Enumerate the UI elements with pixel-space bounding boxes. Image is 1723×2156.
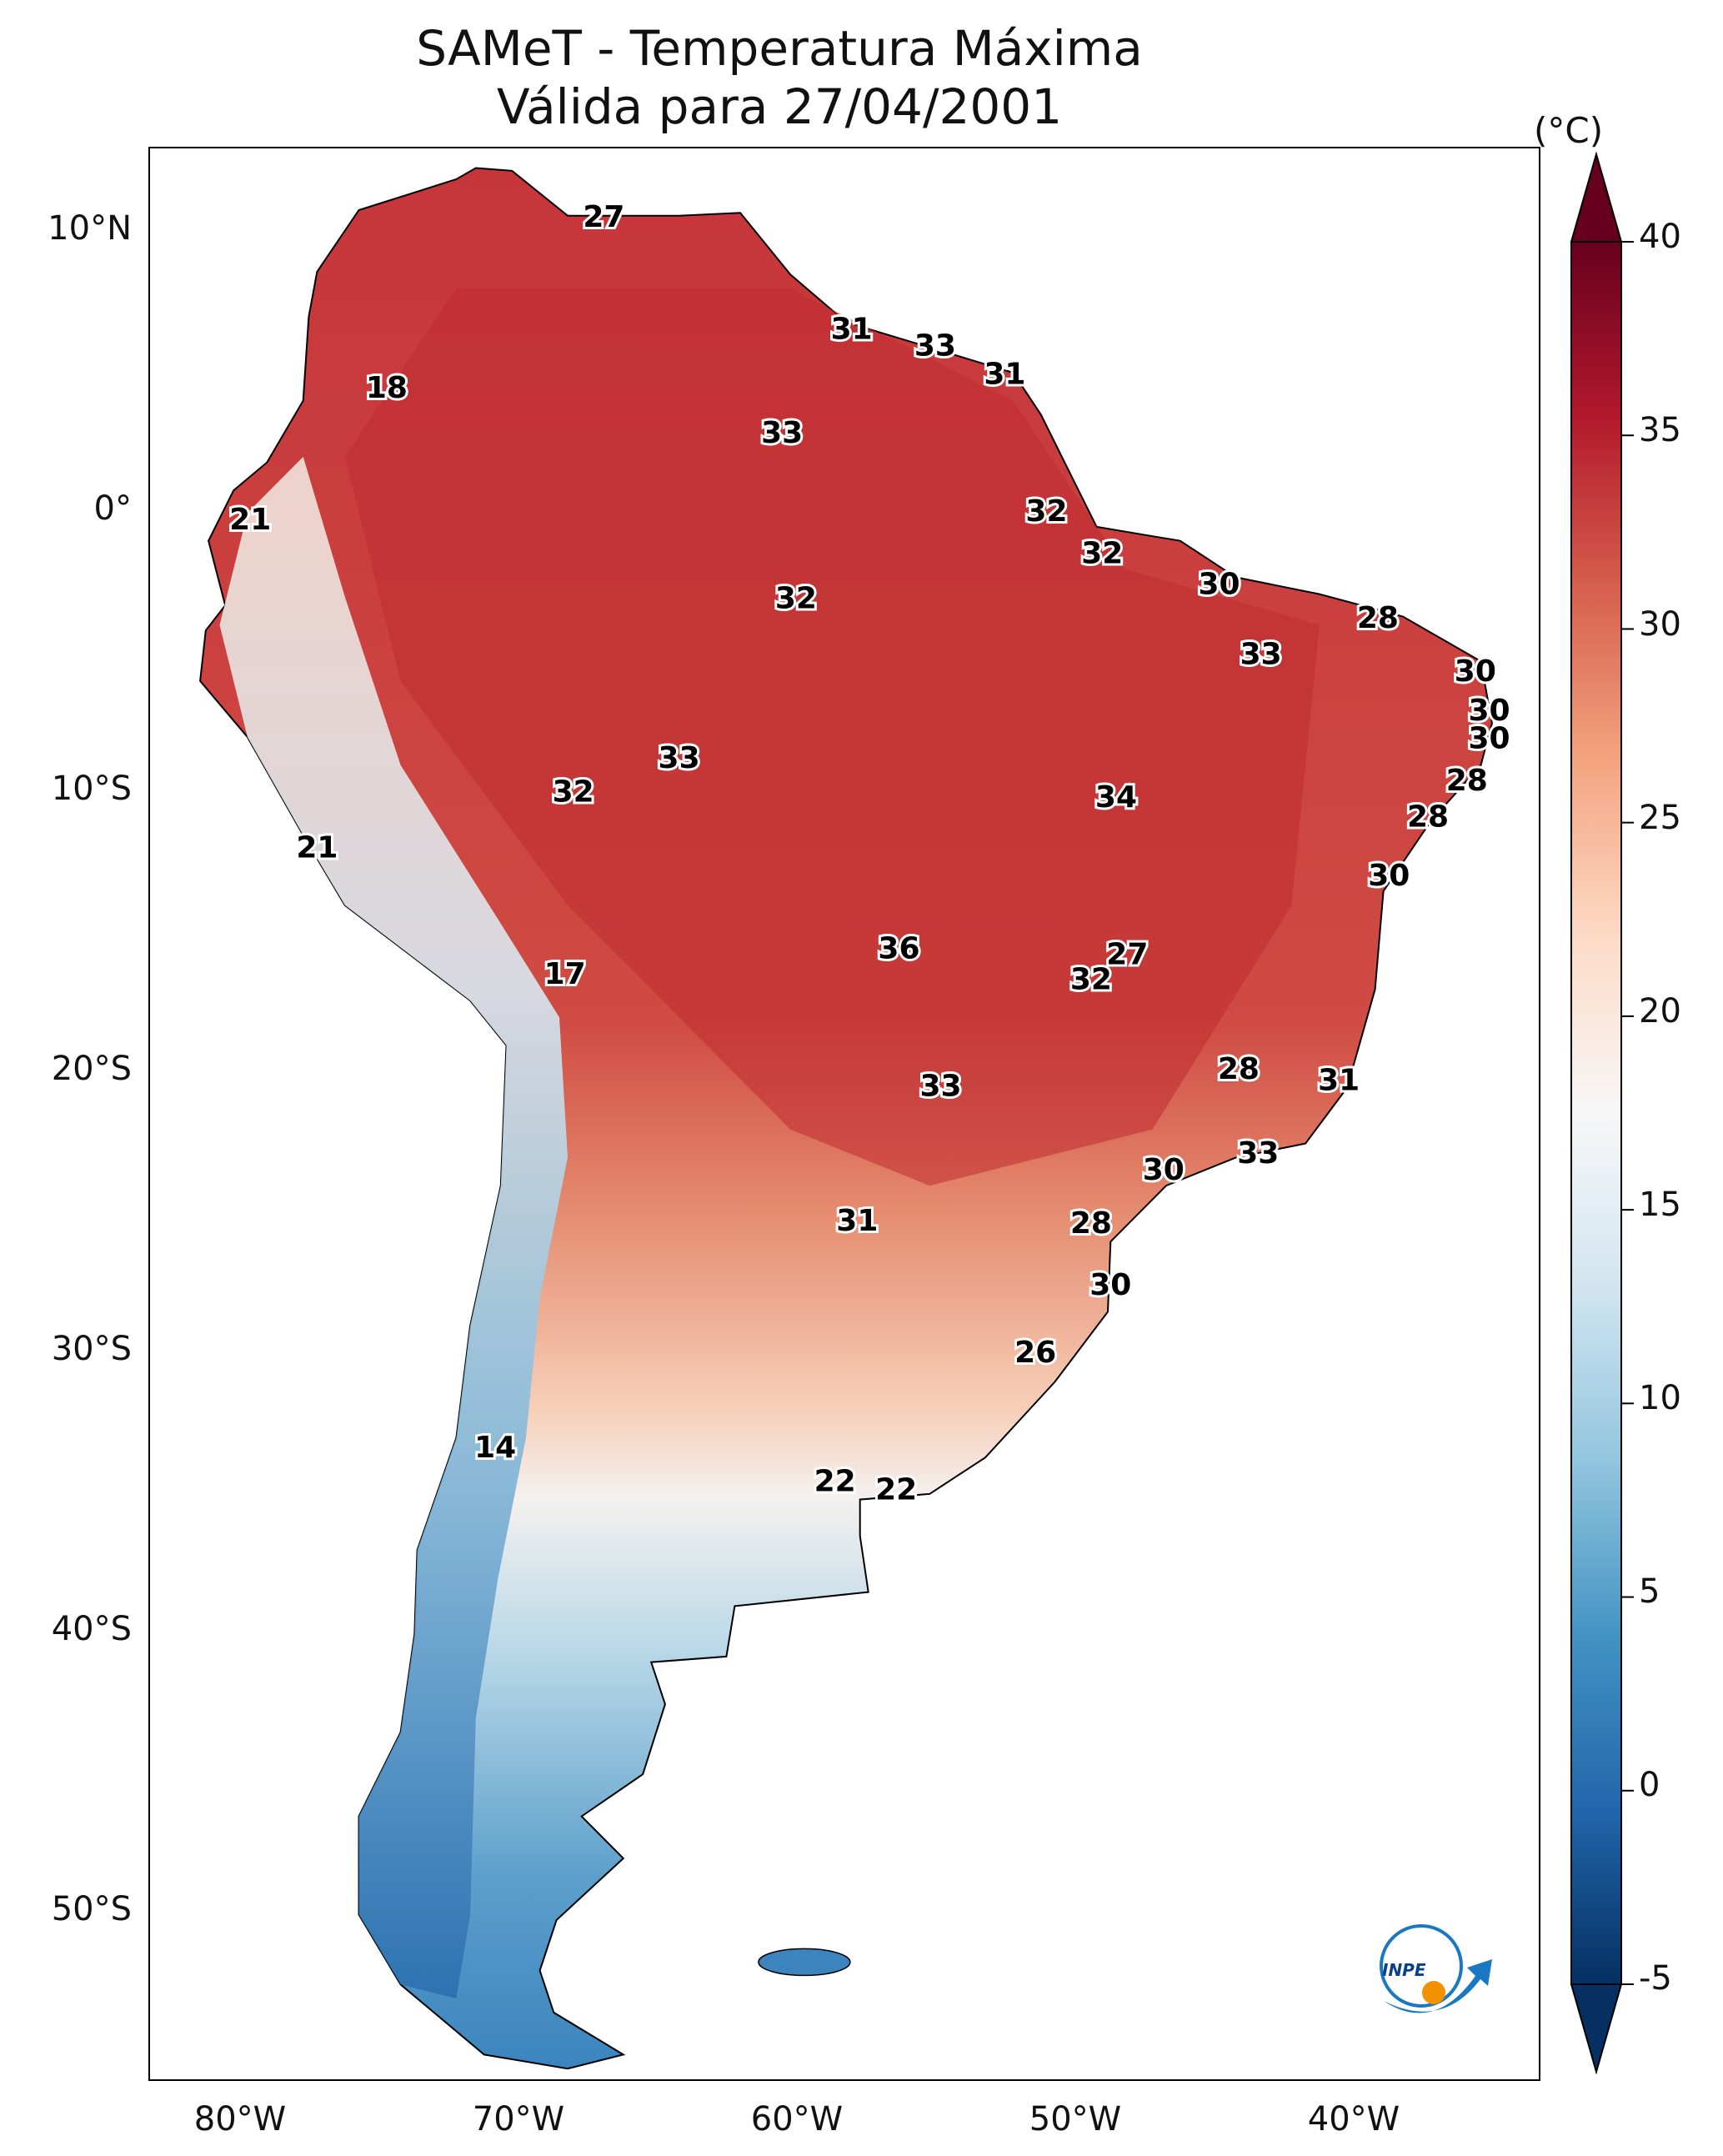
station-value-label: 28	[1070, 1206, 1112, 1241]
lat-tick-0: 0°	[93, 489, 132, 528]
colorbar-tick-5: 5	[1639, 1572, 1660, 1611]
colorbar-tick-minus5: -5	[1639, 1959, 1672, 1998]
station-value-label: 28	[1407, 800, 1449, 835]
colorbar-tick-30: 30	[1639, 605, 1681, 644]
land-shape	[199, 167, 1493, 2070]
station-value-label: 33	[1240, 638, 1282, 672]
station-value-label: 30	[1468, 694, 1510, 728]
colorbar-tick-25: 25	[1639, 799, 1681, 837]
station-value-label: 27	[583, 200, 624, 234]
station-value-label: 30	[1368, 859, 1410, 893]
colorbar-tick-35: 35	[1639, 411, 1681, 449]
station-value-label: 30	[1143, 1153, 1185, 1187]
inpe-logo: INPE	[1380, 1924, 1492, 2013]
station-value-label: 17	[544, 957, 586, 991]
station-value-label: 30	[1455, 654, 1496, 689]
lon-tick-70w: 70°W	[472, 2100, 565, 2138]
station-value-label: 31	[831, 313, 873, 347]
station-value-label: 33	[761, 416, 803, 450]
station-value-label: 30	[1199, 568, 1240, 602]
station-value-label: 22	[814, 1464, 856, 1498]
station-value-label: 22	[875, 1473, 917, 1507]
lat-tick-40s: 40°S	[51, 1610, 132, 1648]
lat-tick-10n: 10°N	[48, 209, 132, 248]
colorbar-tick-10: 10	[1639, 1379, 1681, 1417]
lon-tick-40w: 40°W	[1307, 2100, 1400, 2138]
station-value-label: 32	[553, 775, 594, 809]
colorbar-tick-15: 15	[1639, 1186, 1681, 1224]
station-value-label: 32	[1081, 537, 1123, 571]
colorbar-tick-0: 0	[1639, 1766, 1660, 1804]
station-value-label: 32	[1070, 963, 1112, 997]
svg-text:INPE: INPE	[1382, 1960, 1426, 1980]
lat-tick-30s: 30°S	[51, 1330, 132, 1368]
colorbar-tick-40: 40	[1639, 218, 1681, 256]
lon-tick-80w: 80°W	[193, 2100, 287, 2138]
station-value-label: 32	[775, 581, 817, 615]
falkland-islands	[758, 1948, 851, 1977]
station-value-label: 31	[1318, 1064, 1360, 1098]
station-value-label: 33	[659, 741, 700, 775]
lat-tick-50s: 50°S	[51, 1890, 132, 1928]
station-value-label: 21	[296, 831, 338, 865]
colorbar-tick-20: 20	[1639, 992, 1681, 1030]
station-value-label: 33	[1237, 1136, 1279, 1171]
station-value-label: 28	[1446, 764, 1488, 798]
colorbar	[1570, 151, 1634, 2075]
station-value-label: 36	[878, 932, 919, 966]
station-value-label: 31	[984, 357, 1025, 391]
map-panel: 27 31 33 31 18 33 32 21 32 30 32 28 33 30 30 30 33 32 28 34…	[148, 147, 1540, 2081]
station-value-label: 21	[229, 503, 271, 537]
station-value-label: 32	[1025, 494, 1067, 529]
station-value-label: 33	[914, 329, 956, 364]
station-value-label: 26	[1014, 1336, 1056, 1370]
map-subtitle: Válida para 27/04/2001	[496, 78, 1063, 135]
hot-region	[344, 288, 1320, 1186]
station-value-label: 14	[474, 1431, 516, 1465]
station-value-label: 18	[366, 371, 408, 405]
andes-cold-region	[219, 456, 568, 1999]
map-title: SAMeT - Temperatura Máxima	[416, 20, 1143, 77]
lat-tick-20s: 20°S	[51, 1050, 132, 1088]
lat-tick-10s: 10°S	[51, 770, 132, 808]
station-value-label: 28	[1218, 1052, 1260, 1086]
lon-tick-50w: 50°W	[1029, 2100, 1122, 2138]
colorbar-unit: (°C)	[1534, 110, 1604, 151]
station-value-label: 31	[836, 1204, 878, 1238]
station-value-label: 34	[1095, 780, 1137, 815]
station-value-label: 30	[1468, 721, 1510, 755]
station-value-label: 27	[1106, 937, 1148, 971]
lon-tick-60w: 60°W	[750, 2100, 844, 2138]
station-value-label: 28	[1357, 601, 1399, 635]
station-value-label: 30	[1089, 1268, 1131, 1302]
station-value-label: 33	[920, 1069, 962, 1103]
